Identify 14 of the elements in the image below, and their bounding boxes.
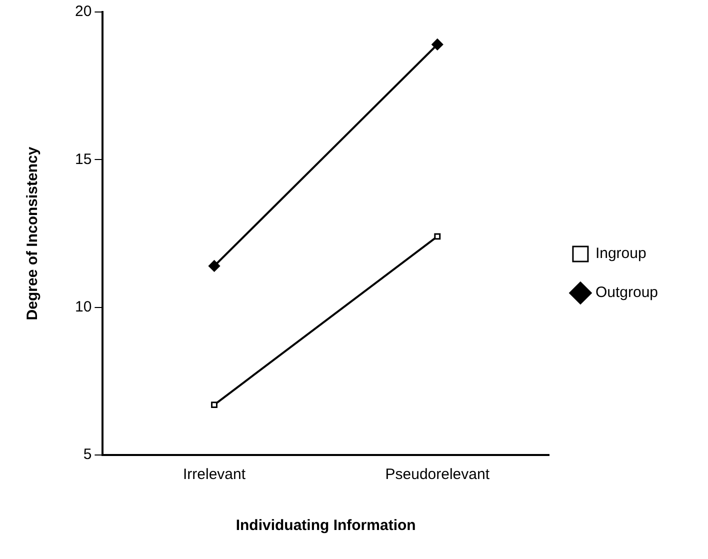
y-tick-label: 10 (74, 298, 92, 316)
point (208, 260, 220, 272)
point (211, 402, 218, 408)
point (434, 233, 441, 240)
legend-label: Ingroup (595, 245, 646, 262)
y-tick-label: 20 (74, 3, 92, 20)
y-tick-label: 15 (74, 150, 92, 168)
x-tick-label: Irrelevant (182, 466, 246, 484)
x-axis-title: Individuating Information (236, 517, 416, 534)
y-tick-label: 5 (83, 446, 92, 464)
legend-label: Outgroup (595, 284, 658, 302)
y-axis-title: Degree of Inconsistency (24, 146, 42, 320)
point (432, 38, 444, 50)
x-tick-label: Pseudorelevant (385, 466, 490, 484)
